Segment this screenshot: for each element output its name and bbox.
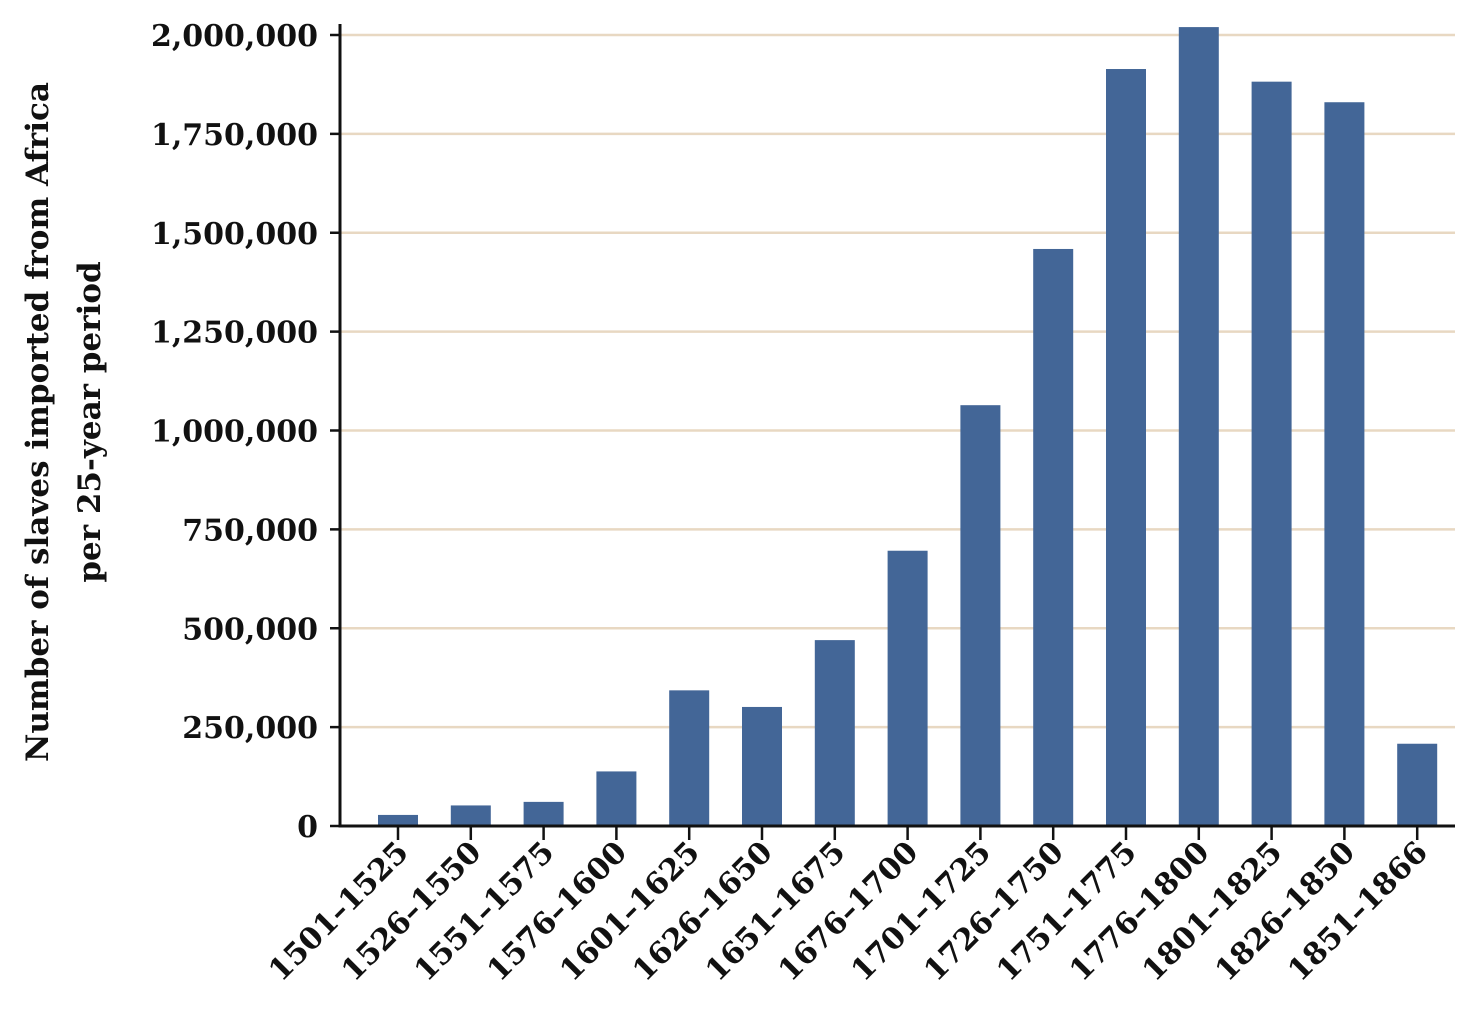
bar (960, 405, 1001, 826)
bar (378, 814, 418, 826)
y-tick-label: 1,000,000 (151, 415, 318, 450)
bar (887, 550, 928, 826)
bar (523, 801, 564, 826)
bar (1178, 27, 1219, 826)
bar (1033, 248, 1074, 826)
bar (596, 771, 637, 826)
y-axis-label-line-2: per 25-year period (72, 261, 108, 582)
y-tick-label: 2,000,000 (151, 19, 318, 54)
y-axis-title: Number of slaves imported from Africa pe… (20, 82, 108, 762)
bar (1251, 81, 1292, 826)
y-tick-label: 1,750,000 (151, 118, 318, 153)
bar (1324, 102, 1365, 827)
y-tick-label: 1,500,000 (151, 217, 318, 252)
bar (742, 706, 782, 826)
y-tick-labels: 0 250,000 500,000 750,000 1,000,000 1,250,000… (151, 19, 318, 845)
y-tick-label: 500,000 (182, 612, 318, 647)
bar (814, 640, 855, 826)
bar (450, 805, 491, 826)
y-tick-label: 1,250,000 (151, 316, 318, 351)
y-axis-label-line-1: Number of slaves imported from Africa (20, 82, 56, 762)
bar (669, 690, 710, 826)
bar (1106, 69, 1146, 826)
y-tick-label: 250,000 (182, 711, 318, 746)
bars (378, 27, 1438, 827)
y-tick-label: 0 (297, 810, 318, 845)
grid-lines (340, 33, 1455, 729)
y-tick-label: 750,000 (182, 513, 318, 548)
x-tick-labels: 1501–15251526–15501551–15751576–16001601… (262, 835, 1435, 988)
bar (1397, 743, 1438, 826)
axes (330, 24, 1455, 840)
